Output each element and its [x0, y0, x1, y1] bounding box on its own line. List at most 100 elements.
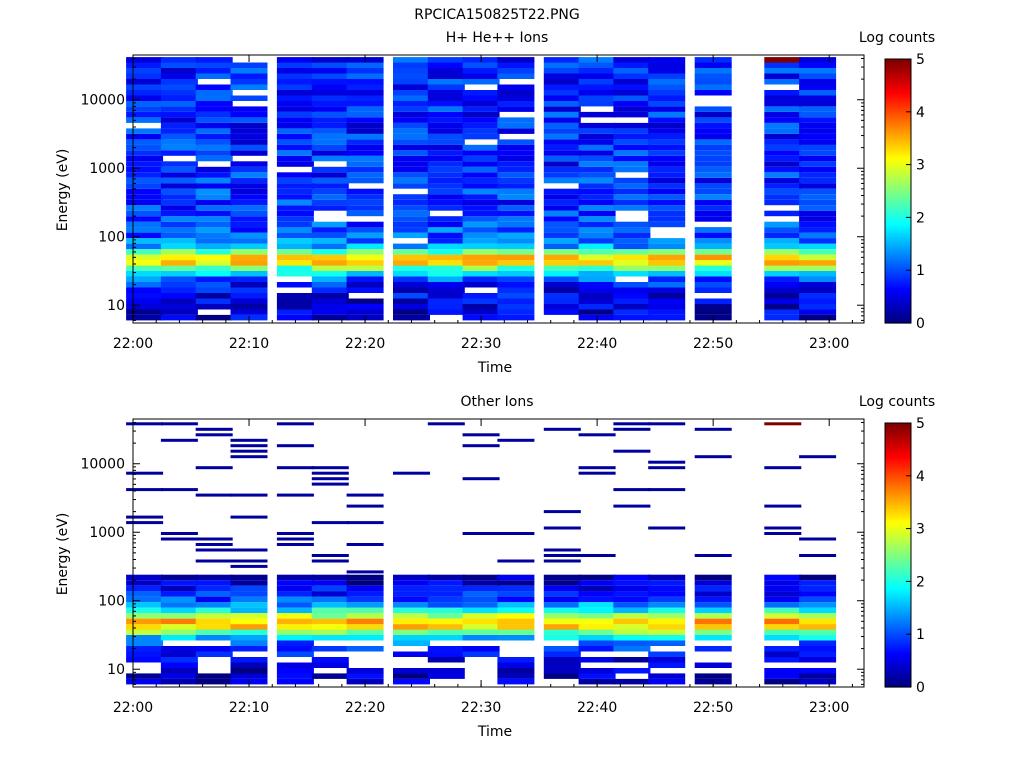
- heatmap-cell: [799, 596, 837, 603]
- heatmap-cell: [648, 651, 686, 657]
- heatmap-cell: [648, 139, 686, 145]
- heatmap-cell: [195, 298, 233, 304]
- heatmap-cell: [648, 111, 686, 118]
- heatmap-cell: [764, 596, 802, 603]
- heatmap-cell: [694, 199, 732, 206]
- heatmap-cell: [543, 144, 581, 151]
- heatmap-cell: [497, 657, 535, 663]
- heatmap-cell: [427, 172, 465, 178]
- heatmap-cell: [694, 624, 732, 630]
- colorbar-swatch: [885, 127, 911, 130]
- heatmap-cell: [648, 488, 686, 492]
- heatmap-cell: [613, 309, 651, 315]
- heatmap-cell: [393, 139, 430, 145]
- heatmap-cell: [694, 111, 732, 118]
- heatmap-cell: [230, 210, 268, 217]
- heatmap-cell: [346, 62, 384, 68]
- heatmap-cell: [799, 635, 837, 641]
- heatmap-cell: [230, 172, 268, 178]
- heatmap-cell: [764, 276, 802, 282]
- heatmap-cell: [764, 238, 802, 244]
- heatmap-cell: [195, 629, 233, 635]
- heatmap-cell: [648, 624, 686, 630]
- heatmap-cell: [276, 271, 314, 277]
- heatmap-cell: [799, 73, 837, 79]
- colorbar-swatch: [885, 601, 911, 604]
- heatmap-cell: [393, 287, 430, 293]
- heatmap-cell: [578, 602, 616, 608]
- heatmap-cell: [694, 618, 732, 625]
- colorbar-swatch: [885, 669, 911, 673]
- heatmap-cell: [578, 133, 616, 140]
- heatmap-cell: [578, 613, 616, 619]
- heatmap-cell: [462, 128, 500, 134]
- heatmap-cell: [543, 62, 581, 68]
- colorbar-swatch: [885, 544, 911, 547]
- heatmap-cell: [613, 488, 651, 492]
- heatmap-cell: [648, 580, 686, 586]
- heatmap-cell: [195, 433, 233, 437]
- heatmap-cell: [462, 602, 500, 608]
- heatmap-cell: [346, 100, 384, 107]
- heatmap-cell: [613, 249, 651, 255]
- heatmap-cell: [427, 249, 465, 255]
- heatmap-cell: [230, 62, 268, 68]
- heatmap-cell: [543, 194, 581, 200]
- heatmap-cell: [346, 133, 384, 140]
- heatmap-cell: [393, 265, 430, 271]
- heatmap-cell: [578, 635, 616, 641]
- heatmap-cell: [578, 276, 616, 282]
- heatmap-cell: [543, 580, 581, 586]
- heatmap-cell: [613, 106, 651, 112]
- colorbar-swatch: [885, 610, 911, 613]
- heatmap-cell: [648, 150, 686, 156]
- heatmap-cell: [648, 144, 686, 151]
- heatmap-cell: [126, 177, 164, 184]
- heatmap-cell: [694, 673, 732, 679]
- colorbar-swatch: [885, 301, 911, 304]
- heatmap-cell: [276, 232, 314, 239]
- heatmap-cell: [497, 602, 535, 608]
- x-tick-label: 23:00: [809, 700, 849, 716]
- colorbar-swatch: [885, 522, 911, 525]
- heatmap-cell: [126, 166, 164, 173]
- heatmap-cell: [497, 172, 535, 178]
- heatmap-cell: [195, 613, 233, 619]
- heatmap-cell: [276, 62, 314, 68]
- colorbar-swatch: [885, 583, 911, 587]
- heatmap-cell: [694, 265, 732, 271]
- heatmap-cell: [543, 122, 581, 129]
- heatmap-cell: [613, 596, 651, 603]
- heatmap-cell: [613, 427, 651, 431]
- heatmap-cell: [346, 580, 384, 586]
- colorbar-swatch: [885, 133, 911, 137]
- heatmap-cell: [648, 177, 686, 184]
- heatmap-cell: [126, 618, 164, 625]
- heatmap-cell: [764, 304, 802, 310]
- heatmap-cell: [276, 254, 314, 261]
- heatmap-cell: [578, 216, 616, 222]
- heatmap-cell: [543, 238, 581, 244]
- heatmap-cell: [311, 298, 349, 304]
- heatmap-cell: [578, 144, 616, 151]
- heatmap-cell: [195, 210, 233, 217]
- heatmap-cell: [195, 559, 233, 563]
- colorbar-swatch: [885, 596, 911, 600]
- heatmap-cell: [126, 635, 164, 641]
- heatmap-cell: [311, 166, 349, 173]
- colorbar-swatch: [885, 78, 911, 82]
- heatmap-cell: [311, 613, 349, 619]
- heatmap-cell: [799, 651, 837, 657]
- heatmap-cell: [393, 596, 430, 603]
- heatmap-cell: [648, 90, 686, 96]
- heatmap-cell: [346, 254, 384, 261]
- heatmap-cell: [160, 172, 198, 178]
- heatmap-cell: [346, 122, 384, 129]
- heatmap-cell: [613, 282, 651, 288]
- heatmap-cell: [346, 635, 384, 641]
- colorbar-swatch: [885, 246, 911, 249]
- heatmap-cell: [799, 304, 837, 310]
- heatmap-cell: [195, 249, 233, 255]
- heatmap-cell: [427, 243, 465, 250]
